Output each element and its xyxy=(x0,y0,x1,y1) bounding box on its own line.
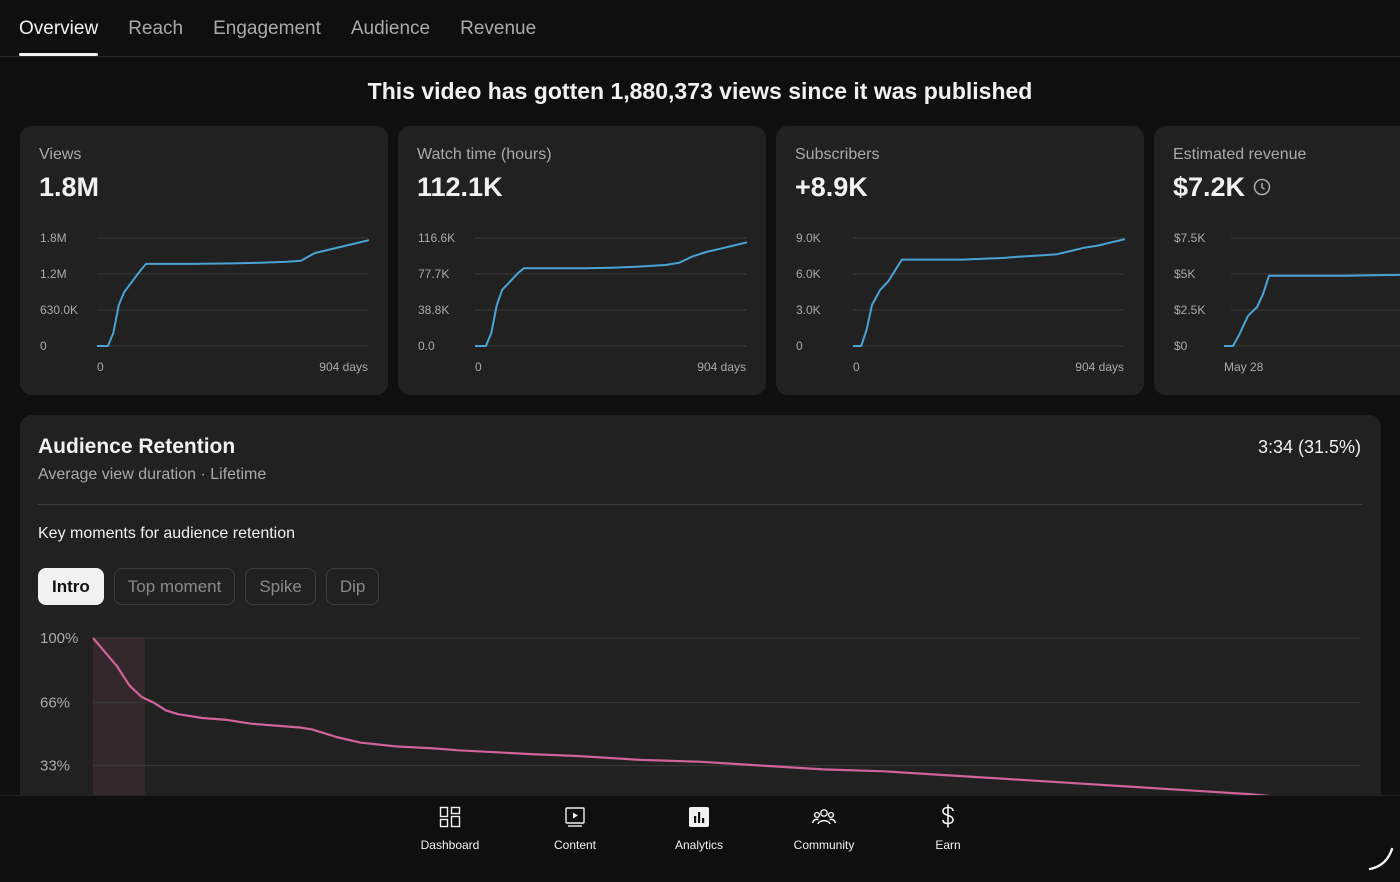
nav-content[interactable]: Content xyxy=(525,804,625,852)
tab-revenue[interactable]: Revenue xyxy=(460,17,537,39)
dashboard-icon xyxy=(438,804,462,830)
key-moment-chips: Intro Top moment Spike Dip xyxy=(38,568,389,605)
card-value: 112.1K xyxy=(417,172,503,203)
nav-community[interactable]: Community xyxy=(774,804,874,852)
revenue-chart: $7.5K $5K $2.5K $0 May 28 xyxy=(1174,231,1400,374)
tab-audience[interactable]: Audience xyxy=(350,17,431,39)
nav-label: Content xyxy=(553,838,597,852)
y-tick-label: 9.0K xyxy=(796,231,821,245)
y-tick-label: 38.8K xyxy=(418,303,449,317)
subscribers-chart: 9.0K 6.0K 3.0K 0 0 904 days xyxy=(796,231,1126,374)
card-value-text: 112.1K xyxy=(417,172,503,202)
x-tick-label: 0 xyxy=(853,360,860,374)
x-tick-label: 904 days xyxy=(319,360,368,374)
y-tick-label: 100% xyxy=(40,630,78,647)
y-tick-label: 77.7K xyxy=(418,267,449,281)
watch-time-card[interactable]: Watch time (hours) 112.1K 116.6K 77.7K 38.… xyxy=(398,126,766,395)
views-headline: This video has gotten 1,880,373 views si… xyxy=(367,78,1033,104)
series-line xyxy=(1224,273,1400,347)
retention-subtitle: Average view duration · Lifetime xyxy=(38,466,267,483)
y-tick-label: $2.5K xyxy=(1174,303,1205,317)
nav-label: Community xyxy=(793,838,855,852)
retention-line xyxy=(92,637,1311,801)
average-view-duration: 3:34 (31.5%) xyxy=(1257,437,1361,457)
y-tick-label: $5K xyxy=(1174,267,1195,281)
y-tick-label: 1.2M xyxy=(40,267,67,281)
nav-label: Earn xyxy=(935,838,961,852)
tab-overview[interactable]: Overview xyxy=(19,0,99,57)
series-line xyxy=(475,241,748,347)
earn-icon xyxy=(938,804,958,830)
x-tick-label: 0 xyxy=(97,360,104,374)
card-value: +8.9K xyxy=(795,172,868,203)
tab-bar: Overview Reach Engagement Audience Reven… xyxy=(0,0,1400,57)
series-line xyxy=(97,239,370,347)
card-label: Estimated revenue xyxy=(1173,146,1307,163)
y-tick-label: $7.5K xyxy=(1174,231,1205,245)
content-icon xyxy=(563,804,587,830)
revenue-card[interactable]: Estimated revenue $7.2K $7.5K $5K $2.5K $0 M… xyxy=(1154,126,1400,395)
nav-analytics[interactable]: Analytics xyxy=(649,804,749,852)
x-tick-label: 904 days xyxy=(697,360,746,374)
bottom-nav: Dashboard Content Analytics Community Ea… xyxy=(0,795,1400,882)
y-tick-label: 0 xyxy=(796,339,803,353)
chip-intro[interactable]: Intro xyxy=(38,568,104,605)
y-tick-label: 33% xyxy=(40,758,70,775)
clock-icon[interactable] xyxy=(1253,172,1271,203)
chip-spike[interactable]: Spike xyxy=(245,568,316,605)
views-chart: 1.8M 1.2M 630.0K 0 0 904 days xyxy=(40,231,370,374)
x-tick-label: May 28 xyxy=(1224,360,1264,374)
card-label: Views xyxy=(39,146,82,163)
views-card[interactable]: Views 1.8M 1.8M 1.2M 630.0K 0 0 904 days xyxy=(20,126,388,395)
divider xyxy=(38,504,1362,505)
y-tick-label: $0 xyxy=(1174,339,1188,353)
chip-top-moment[interactable]: Top moment xyxy=(113,568,236,605)
y-tick-label: 66% xyxy=(40,695,70,712)
y-tick-label: 6.0K xyxy=(796,267,821,281)
nav-dashboard[interactable]: Dashboard xyxy=(400,804,500,852)
card-value: 1.8M xyxy=(39,172,99,203)
y-tick-label: 116.6K xyxy=(418,231,455,245)
chip-dip[interactable]: Dip xyxy=(325,568,380,605)
nav-label: Analytics xyxy=(674,838,724,852)
nav-earn[interactable]: Earn xyxy=(898,804,998,852)
audience-retention-panel: Audience Retention Average view duration… xyxy=(20,415,1381,815)
retention-chart: 100% 66% 33% xyxy=(40,630,1360,815)
subscribers-card[interactable]: Subscribers +8.9K 9.0K 6.0K 3.0K 0 0 904 days xyxy=(776,126,1144,395)
card-value: $7.2K xyxy=(1173,172,1271,203)
tab-reach[interactable]: Reach xyxy=(128,17,184,39)
y-tick-label: 630.0K xyxy=(40,303,78,317)
retention-title: Audience Retention xyxy=(38,435,236,458)
y-tick-label: 0 xyxy=(40,339,47,353)
card-label: Watch time (hours) xyxy=(417,146,552,163)
x-tick-label: 904 days xyxy=(1075,360,1124,374)
watch-time-chart: 116.6K 77.7K 38.8K 0.0 0 904 days xyxy=(418,231,748,374)
key-moments-label: Key moments for audience retention xyxy=(38,525,296,542)
y-tick-label: 1.8M xyxy=(40,231,67,245)
series-line xyxy=(853,238,1126,347)
y-tick-label: 3.0K xyxy=(796,303,821,317)
x-tick-label: 0 xyxy=(475,360,482,374)
resize-handle-icon[interactable] xyxy=(1366,843,1396,878)
card-value-text: +8.9K xyxy=(795,172,868,202)
analytics-icon xyxy=(687,804,711,830)
community-icon xyxy=(811,804,837,830)
tab-engagement[interactable]: Engagement xyxy=(213,17,321,39)
intro-highlight xyxy=(93,638,145,815)
nav-label: Dashboard xyxy=(420,838,480,852)
card-value-text: 1.8M xyxy=(39,172,100,202)
y-tick-label: 0.0 xyxy=(418,339,435,353)
card-label: Subscribers xyxy=(795,146,880,163)
card-value-text: $7.2K xyxy=(1173,172,1246,202)
